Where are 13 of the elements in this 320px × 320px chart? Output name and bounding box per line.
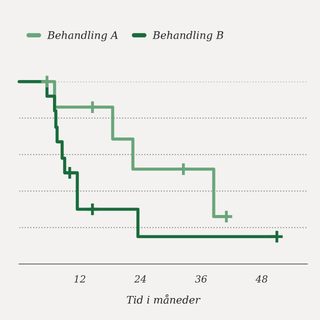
x-tick-label: 36 xyxy=(195,275,207,283)
point xyxy=(270,229,284,244)
point xyxy=(85,202,100,216)
point xyxy=(176,162,191,176)
point xyxy=(85,100,100,114)
x-tick-label: 48 xyxy=(256,275,268,283)
point xyxy=(40,74,54,89)
legend-label: Behandling A xyxy=(47,30,118,42)
x-axis-title: Tid i måneder xyxy=(126,294,201,304)
x-tick-label: 24 xyxy=(134,275,146,282)
point xyxy=(62,166,77,180)
legend-label: Behandling B xyxy=(152,30,224,42)
x-tick-label: 12 xyxy=(74,275,86,282)
